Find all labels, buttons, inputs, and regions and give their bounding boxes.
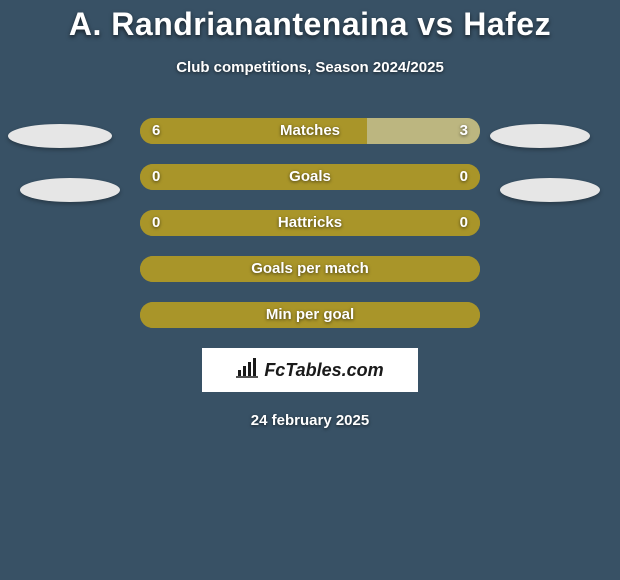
stat-rows: Matches63Goals00Hattricks00Goals per mat…: [0, 118, 620, 328]
date-text: 24 february 2025: [0, 412, 620, 429]
stat-label: Hattricks: [140, 210, 480, 236]
stat-value-right: 0: [460, 164, 468, 190]
logo-box: FcTables.com: [202, 348, 418, 392]
page-title: A. Randrianantenaina vs Hafez: [0, 6, 620, 43]
stat-label: Goals per match: [140, 256, 480, 282]
stat-value-left: 0: [152, 164, 160, 190]
stat-value-left: 0: [152, 210, 160, 236]
subtitle: Club competitions, Season 2024/2025: [0, 59, 620, 76]
stat-label: Min per goal: [140, 302, 480, 328]
stat-row: Goals per match: [0, 256, 620, 282]
stat-row: Min per goal: [0, 302, 620, 328]
stat-row: Hattricks0 0: [0, 210, 620, 236]
player-ellipse: [20, 178, 120, 202]
stat-value-right: 0: [460, 210, 468, 236]
stat-value-left: 6: [152, 118, 160, 144]
player-ellipse: [490, 124, 590, 148]
bar-chart-icon: [236, 358, 258, 383]
comparison-infographic: A. Randrianantenaina vs Hafez Club compe…: [0, 0, 620, 429]
stat-value-right: 3: [460, 118, 468, 144]
stat-label: Goals: [140, 164, 480, 190]
stat-label: Matches: [140, 118, 480, 144]
player-ellipse: [500, 178, 600, 202]
logo-text: FcTables.com: [264, 360, 383, 381]
player-ellipse: [8, 124, 112, 148]
